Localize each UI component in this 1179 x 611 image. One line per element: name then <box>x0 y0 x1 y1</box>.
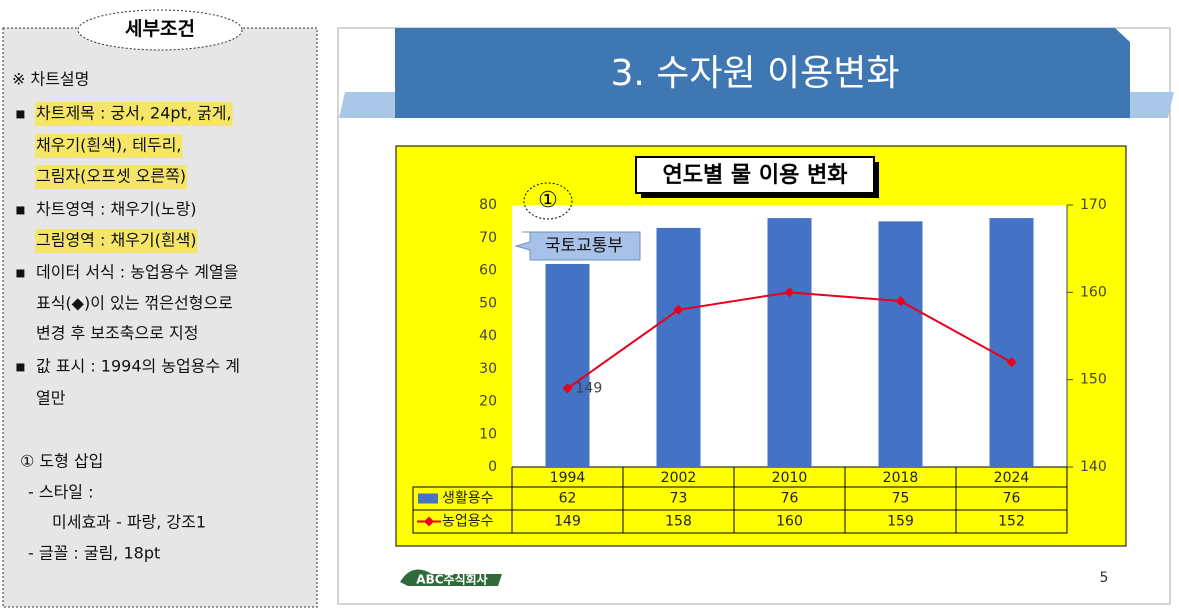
logo-shape <box>400 569 502 586</box>
marker <box>562 383 573 394</box>
panel-line: 열만 <box>36 389 66 408</box>
bullet: ▪ <box>15 104 26 123</box>
bullet: ▪ <box>15 263 26 282</box>
legend-swatch <box>418 493 438 504</box>
y-tick-label: 0 <box>488 459 497 475</box>
callout-shape <box>514 231 641 261</box>
chart-title-box <box>635 156 875 194</box>
bar <box>989 218 1034 467</box>
highlight <box>35 134 183 158</box>
y-tick-label: 20 <box>479 394 497 410</box>
banner <box>395 28 1130 118</box>
marker <box>1006 357 1017 368</box>
bar <box>767 218 812 467</box>
logo-text: ABC주식회사 <box>416 572 487 587</box>
panel-line: ※ 차트설명 <box>12 70 89 89</box>
highlight <box>35 229 198 253</box>
panel-line: ① 도형 삽입 <box>20 452 103 471</box>
panel-line: 변경 후 보조축으로 지정 <box>36 324 198 343</box>
marker <box>784 287 795 298</box>
y2-tick-label: 170 <box>1080 197 1107 213</box>
table-value: 159 <box>887 514 914 530</box>
y2-tick-label: 140 <box>1080 459 1107 475</box>
table-value: 158 <box>665 514 692 530</box>
table-value: 75 <box>892 491 910 507</box>
panel-line: - 글꼴 : 굴림, 18pt <box>28 544 160 563</box>
y-tick-label: 30 <box>479 361 497 377</box>
table-value: 73 <box>670 491 688 507</box>
legend-label: 생활용수 <box>442 491 494 507</box>
highlight <box>35 102 233 126</box>
slide-title: 3. 수자원 이용변화 <box>610 53 899 94</box>
marker-number: ① <box>538 188 558 213</box>
x-tick-label: 2024 <box>994 470 1030 486</box>
marker <box>895 296 906 307</box>
panel-title-bubble <box>77 9 243 51</box>
panel-line: 채우기(흰색), 테두리, <box>36 136 182 155</box>
marker <box>673 304 684 315</box>
bullet: ▪ <box>15 357 26 376</box>
panel-line: 차트제목 : 궁서, 24pt, 굵게, <box>36 104 232 123</box>
y-tick-label: 70 <box>479 230 497 246</box>
panel-title: 세부조건 <box>125 18 195 40</box>
y2-tick-label: 150 <box>1080 372 1107 388</box>
y2-tick-label: 160 <box>1080 284 1107 300</box>
bar <box>878 221 923 467</box>
chart-title: 연도별 물 이용 변화 <box>663 162 848 188</box>
panel-line: 그림영역 : 채우기(흰색) <box>36 231 197 250</box>
panel-line: 그림자(오프셋 오른쪽) <box>36 167 186 186</box>
x-tick-label: 2018 <box>883 470 919 486</box>
y-tick-label: 40 <box>479 328 497 344</box>
data-label: 149 <box>576 380 603 396</box>
y-tick-label: 50 <box>479 295 497 311</box>
table-value: 149 <box>554 514 581 530</box>
bar <box>545 263 590 467</box>
panel-lines: ※ 차트설명 ▪ 차트제목 : 궁서, 24pt, 굵게, 채우기(흰색), 테두리,… <box>12 70 240 563</box>
legend-label: 농업용수 <box>442 514 494 530</box>
panel-line: 차트영역 : 채우기(노랑) <box>36 200 197 219</box>
table-value: 76 <box>781 491 799 507</box>
panel-line: 표식(◆)이 있는 꺾은선형으로 <box>36 294 233 313</box>
x-tick-label: 2010 <box>772 470 808 486</box>
panel-line: - 스타일 : <box>28 483 94 502</box>
bullet: ▪ <box>15 200 26 219</box>
bar <box>656 227 701 467</box>
x-tick-label: 1994 <box>550 470 586 486</box>
panel-line: 값 표시 : 1994의 농업용수 계 <box>36 357 240 376</box>
table-value: 152 <box>998 514 1025 530</box>
x-tick-label: 2002 <box>661 470 697 486</box>
highlight <box>35 165 188 189</box>
y-tick-label: 60 <box>479 263 497 279</box>
page-number: 5 <box>1100 570 1109 586</box>
table-value: 76 <box>1003 491 1021 507</box>
panel-line: 데이터 서식 : 농업용수 계열을 <box>36 263 238 282</box>
y-tick-label: 10 <box>479 426 497 442</box>
y-tick-label: 80 <box>479 197 497 213</box>
chart: 0 10 20 30 40 50 60 70 80 140 150 160 170 149 1994 2002… <box>412 197 1107 534</box>
callout-text: 국토교통부 <box>545 236 623 256</box>
table-value: 62 <box>559 491 577 507</box>
table-value: 160 <box>776 514 803 530</box>
panel-line: 미세효과 - 파랑, 강조1 <box>52 513 206 532</box>
marker-circle <box>523 182 573 220</box>
legend-marker <box>424 516 434 527</box>
